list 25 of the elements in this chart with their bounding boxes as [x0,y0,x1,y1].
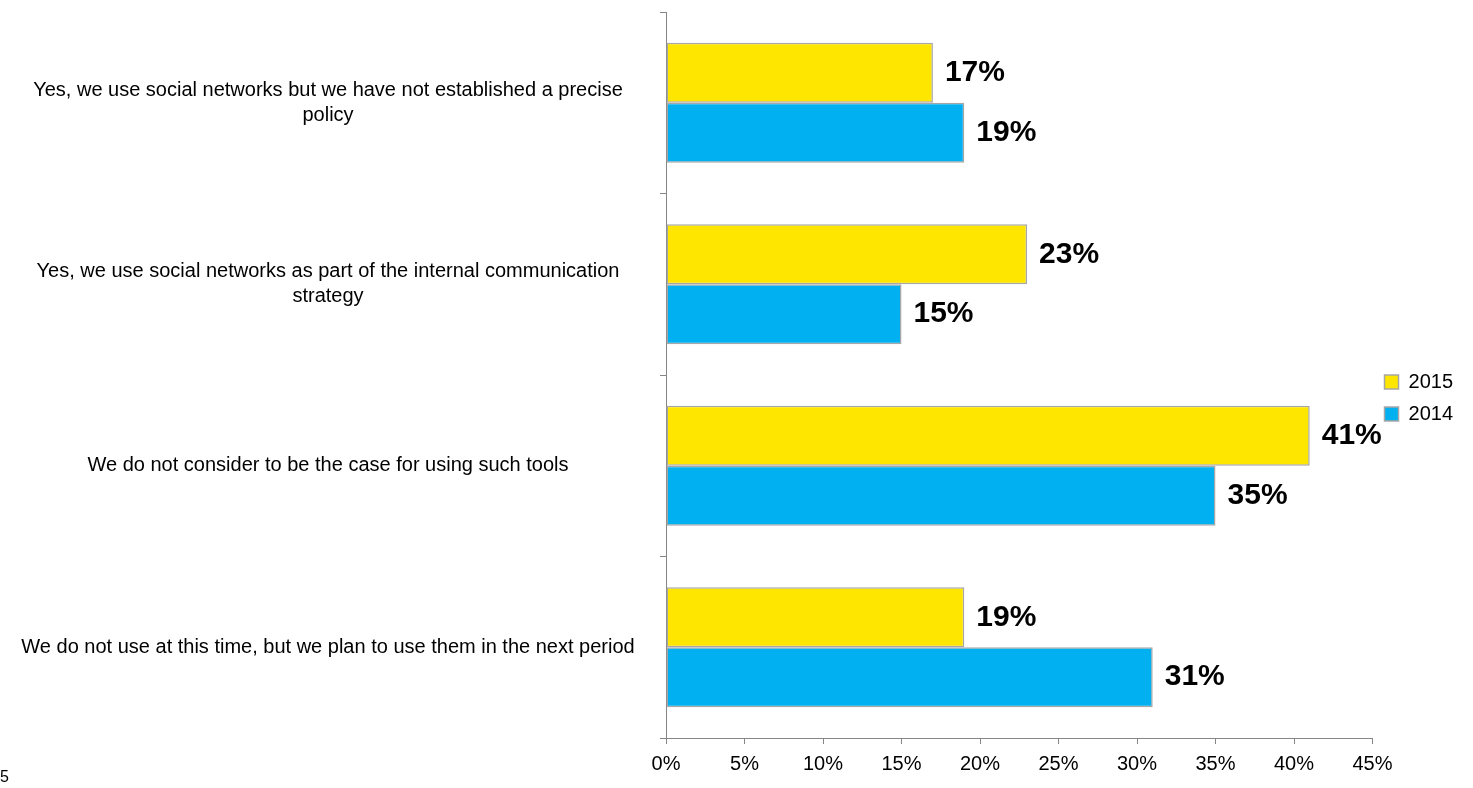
y-tick-label: Yes, we use social networks as part of the internal communication strategy [36,259,620,307]
data-label: 41% [1321,417,1382,451]
x-tick-label: 30% [1116,751,1158,774]
x-tick-label: 45% [1352,751,1393,774]
legend-label: 2015 [1408,369,1454,392]
data-label: 35% [1227,476,1288,510]
x-tick-label: 0% [651,751,681,774]
y-tick-label: Yes, we use social networks but we have not established a precise policy [33,77,623,125]
legend-label: 2014 [1408,401,1454,424]
data-label: 23% [1039,235,1100,269]
x-tick-label: 5% [730,751,760,774]
y-tick-label: We do not use at this time, but we plan to use them in the next period [21,634,635,657]
y-tick-label: We do not consider to be the case for using such tools [87,453,569,476]
x-tick-label: 40% [1273,751,1315,774]
x-tick-label: 20% [959,751,1001,774]
data-label: 19% [976,113,1037,147]
data-label: 15% [913,295,974,329]
data-label: 31% [1164,658,1225,692]
data-label: 17% [944,54,1005,88]
x-tick-label: 15% [881,751,922,774]
x-tick-label: 25% [1038,751,1079,774]
data-label: 19% [976,598,1037,632]
x-tick-label: 10% [802,751,844,774]
x-tick-label: 35% [1195,751,1236,774]
text: 5 [0,768,9,786]
